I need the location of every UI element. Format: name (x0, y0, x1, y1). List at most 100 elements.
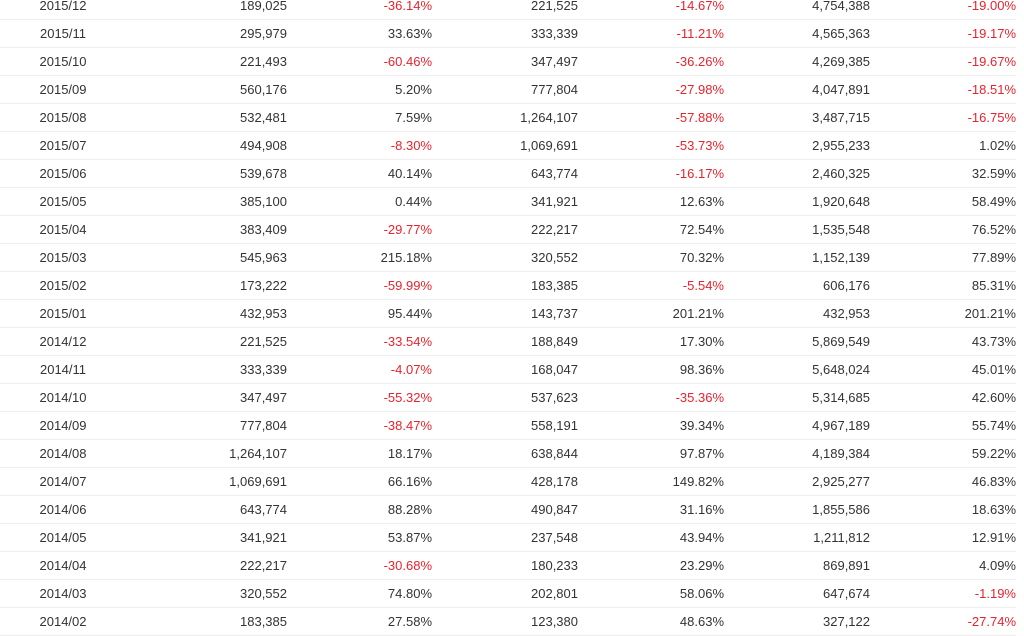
month-cell: 2014/06 (0, 495, 144, 524)
table-row: 2014/11 333,339 -4.07% 168,047 98.36% 5,648,0… (0, 355, 1016, 384)
value-2-cell: 1,069,691 (432, 131, 578, 160)
value-1-cell: 1,264,107 (144, 439, 287, 468)
percent-2-cell: 72.54% (578, 215, 724, 244)
month-cell: 2014/08 (0, 439, 144, 468)
percent-1-cell: -55.32% (287, 383, 432, 412)
percent-2-cell: 58.06% (578, 579, 724, 608)
percent-2-cell: 149.82% (578, 467, 724, 496)
value-3-cell: 1,920,648 (724, 187, 870, 216)
percent-3-cell: -19.00% (870, 0, 1016, 20)
table-row: 2014/12 221,525 -33.54% 188,849 17.30% 5,869,… (0, 327, 1016, 356)
percent-1-cell: -4.07% (287, 355, 432, 384)
percent-1-cell: 18.17% (287, 439, 432, 468)
month-cell: 2015/07 (0, 131, 144, 160)
percent-1-cell: 0.44% (287, 187, 432, 216)
value-1-cell: 347,497 (144, 383, 287, 412)
table-row: 2015/10 221,493 -60.46% 347,497 -36.26% 4,269… (0, 47, 1016, 76)
percent-3-cell: 12.91% (870, 523, 1016, 552)
percent-1-cell: -30.68% (287, 551, 432, 580)
month-cell: 2015/05 (0, 187, 144, 216)
month-cell: 2014/09 (0, 411, 144, 440)
table-row: 2015/07 494,908 -8.30% 1,069,691 -53.73% 2,95… (0, 131, 1016, 160)
percent-2-cell: 70.32% (578, 243, 724, 272)
percent-3-cell: 201.21% (870, 299, 1016, 328)
percent-3-cell: -19.17% (870, 19, 1016, 48)
value-3-cell: 4,269,385 (724, 47, 870, 76)
month-cell: 2014/11 (0, 355, 144, 384)
value-2-cell: 558,191 (432, 411, 578, 440)
value-1-cell: 777,804 (144, 411, 287, 440)
table-row: 2015/04 383,409 -29.77% 222,217 72.54% 1,535,… (0, 215, 1016, 244)
percent-1-cell: -8.30% (287, 131, 432, 160)
percent-2-cell: -16.17% (578, 159, 724, 188)
month-cell: 2014/07 (0, 467, 144, 496)
value-3-cell: 2,925,277 (724, 467, 870, 496)
value-1-cell: 189,025 (144, 0, 287, 20)
percent-2-cell: -27.98% (578, 75, 724, 104)
value-2-cell: 537,623 (432, 383, 578, 412)
percent-1-cell: 33.63% (287, 19, 432, 48)
value-3-cell: 5,648,024 (724, 355, 870, 384)
value-2-cell: 222,217 (432, 215, 578, 244)
value-1-cell: 183,385 (144, 607, 287, 636)
value-1-cell: 494,908 (144, 131, 287, 160)
percent-2-cell: 39.34% (578, 411, 724, 440)
month-cell: 2014/03 (0, 579, 144, 608)
value-2-cell: 1,264,107 (432, 103, 578, 132)
percent-2-cell: 48.63% (578, 607, 724, 636)
value-3-cell: 606,176 (724, 271, 870, 300)
value-2-cell: 202,801 (432, 579, 578, 608)
value-1-cell: 221,525 (144, 327, 287, 356)
percent-1-cell: -36.14% (287, 0, 432, 20)
value-1-cell: 643,774 (144, 495, 287, 524)
value-1-cell: 341,921 (144, 523, 287, 552)
percent-1-cell: 88.28% (287, 495, 432, 524)
value-1-cell: 1,069,691 (144, 467, 287, 496)
value-1-cell: 221,493 (144, 47, 287, 76)
percent-1-cell: 74.80% (287, 579, 432, 608)
month-cell: 2015/02 (0, 271, 144, 300)
percent-3-cell: 76.52% (870, 215, 1016, 244)
percent-1-cell: 95.44% (287, 299, 432, 328)
value-1-cell: 432,953 (144, 299, 287, 328)
value-3-cell: 647,674 (724, 579, 870, 608)
percent-1-cell: -29.77% (287, 215, 432, 244)
value-3-cell: 2,955,233 (724, 131, 870, 160)
value-1-cell: 222,217 (144, 551, 287, 580)
value-2-cell: 341,921 (432, 187, 578, 216)
value-2-cell: 143,737 (432, 299, 578, 328)
value-1-cell: 539,678 (144, 159, 287, 188)
percent-1-cell: 5.20% (287, 75, 432, 104)
value-2-cell: 638,844 (432, 439, 578, 468)
value-1-cell: 333,339 (144, 355, 287, 384)
table-row: 2014/05 341,921 53.87% 237,548 43.94% 1,211,8… (0, 523, 1016, 552)
month-cell: 2015/10 (0, 47, 144, 76)
month-cell: 2015/12 (0, 0, 144, 20)
month-cell: 2015/11 (0, 19, 144, 48)
percent-3-cell: -1.19% (870, 579, 1016, 608)
table-row: 2014/06 643,774 88.28% 490,847 31.16% 1,855,5… (0, 495, 1016, 524)
percent-1-cell: 215.18% (287, 243, 432, 272)
percent-2-cell: -53.73% (578, 131, 724, 160)
percent-1-cell: -38.47% (287, 411, 432, 440)
value-1-cell: 383,409 (144, 215, 287, 244)
value-1-cell: 545,963 (144, 243, 287, 272)
table-row: 2015/03 545,963 215.18% 320,552 70.32% 1,152,… (0, 243, 1016, 272)
value-3-cell: 4,565,363 (724, 19, 870, 48)
value-1-cell: 173,222 (144, 271, 287, 300)
month-cell: 2015/09 (0, 75, 144, 104)
table-row: 2015/12 189,025 -36.14% 221,525 -14.67% 4,754… (0, 0, 1016, 20)
table-row: 2015/11 295,979 33.63% 333,339 -11.21% 4,565,… (0, 19, 1016, 48)
value-1-cell: 295,979 (144, 19, 287, 48)
value-2-cell: 347,497 (432, 47, 578, 76)
percent-3-cell: 4.09% (870, 551, 1016, 580)
value-3-cell: 4,967,189 (724, 411, 870, 440)
table-row: 2015/09 560,176 5.20% 777,804 -27.98% 4,047,8… (0, 75, 1016, 104)
value-2-cell: 188,849 (432, 327, 578, 356)
value-2-cell: 333,339 (432, 19, 578, 48)
percent-2-cell: 97.87% (578, 439, 724, 468)
percent-3-cell: -27.74% (870, 607, 1016, 636)
month-cell: 2015/01 (0, 299, 144, 328)
percent-2-cell: -57.88% (578, 103, 724, 132)
value-1-cell: 560,176 (144, 75, 287, 104)
